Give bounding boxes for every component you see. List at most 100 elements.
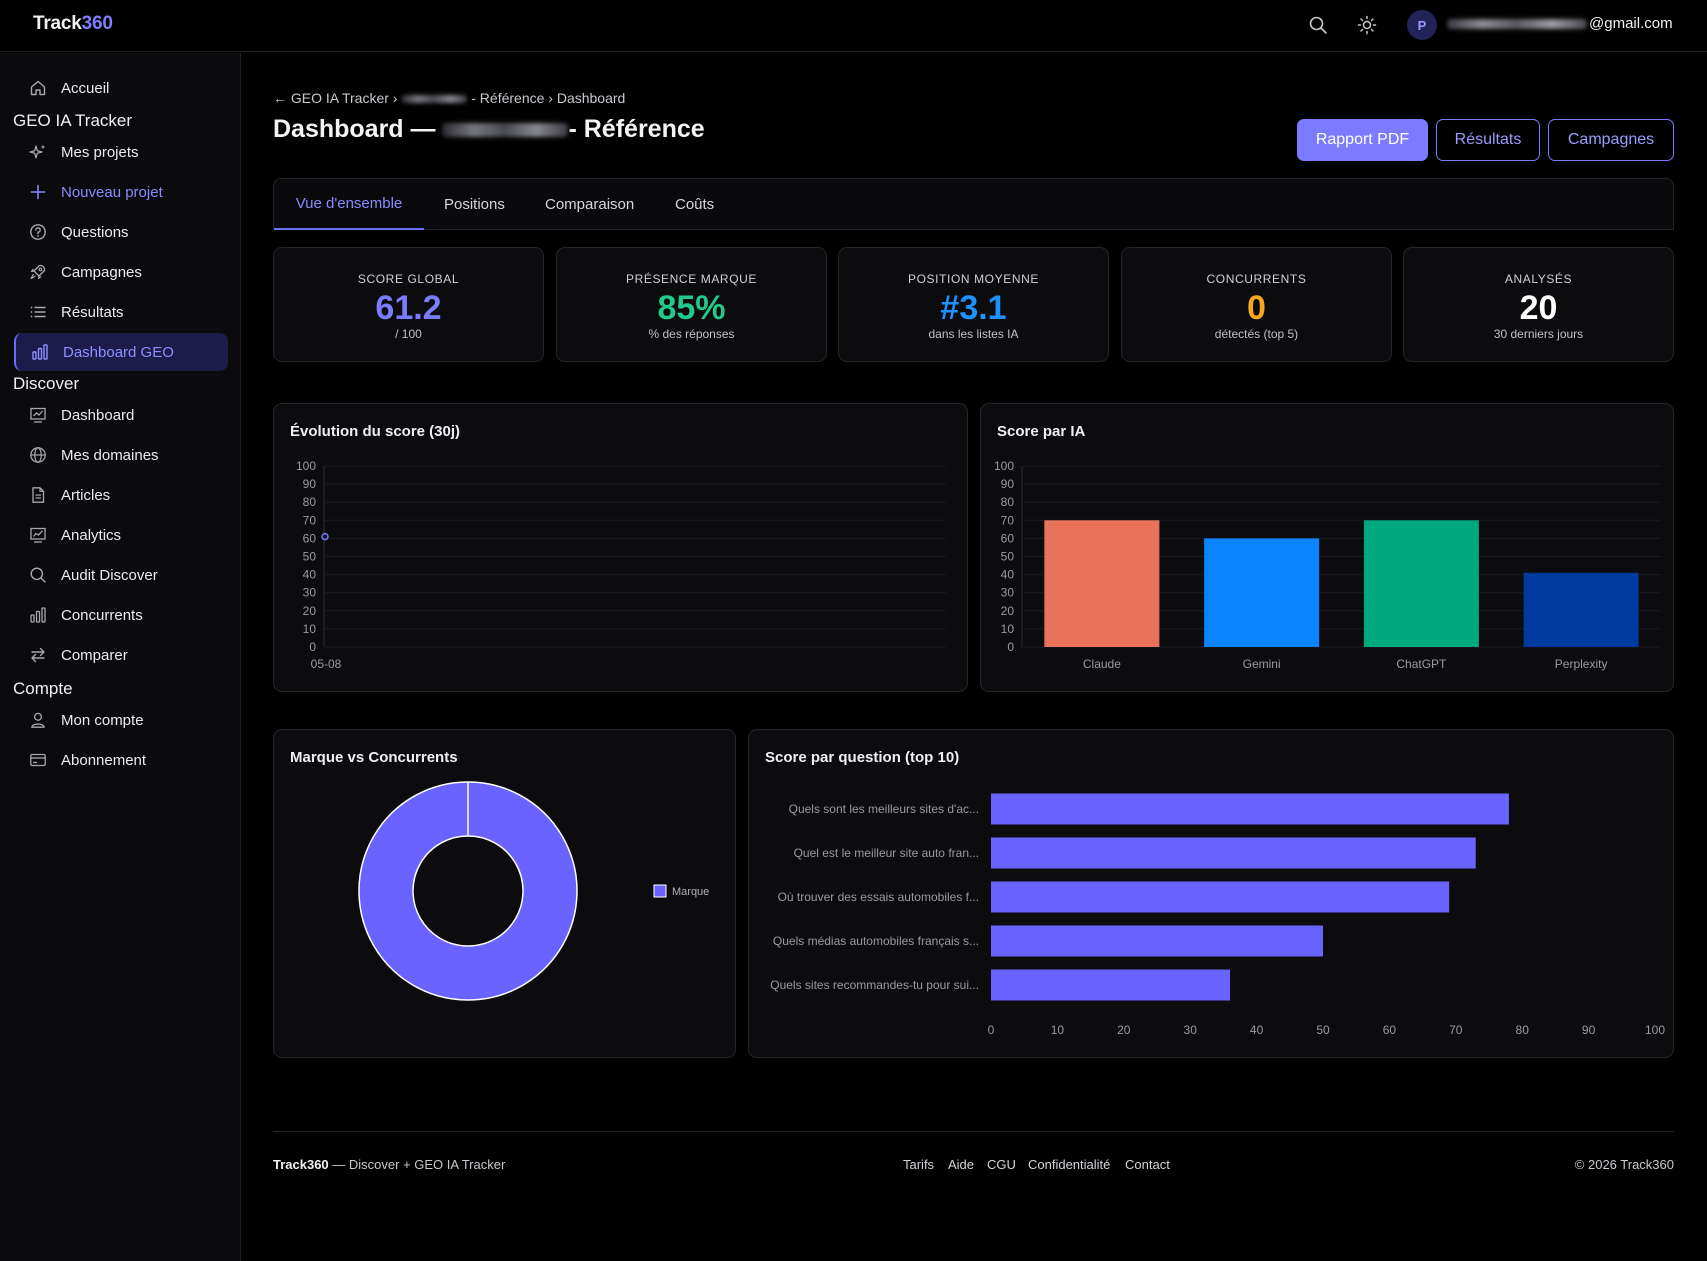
question-label: Quels sites recommandes-tu pour sui... (770, 978, 979, 992)
resultats-button[interactable]: Résultats (1436, 119, 1540, 161)
presentation-chart-icon (28, 405, 48, 425)
bar-claude (1044, 520, 1160, 647)
slice-marque (358, 781, 578, 1001)
sidebar-item-comparer[interactable]: Comparer (14, 636, 228, 674)
y-tick-label: 100 (994, 459, 1014, 473)
sidebar-item-dashboard-geo[interactable]: Dashboard GEO (14, 333, 228, 371)
sidebar-item-audit-discover[interactable]: Audit Discover (14, 556, 228, 594)
breadcrumb[interactable]: ← GEO IA Tracker › - Référence › Dashboa… (273, 90, 626, 106)
bar-gemini (1204, 538, 1320, 647)
search-icon[interactable] (1307, 14, 1329, 36)
question-bar (991, 837, 1476, 869)
x-tick-label: Perplexity (1555, 657, 1608, 671)
sidebar-item-analytics[interactable]: Analytics (14, 516, 228, 554)
y-tick-label: 30 (1001, 586, 1015, 600)
chart-title: Score par question (top 10) (765, 749, 960, 766)
sparkles-icon (28, 142, 48, 162)
question-bar (991, 969, 1231, 1001)
x-tick-label: Gemini (1243, 657, 1281, 671)
bar-chart: 0 10 20 30 40 50 60 70 80 90 100 Claude Gemini ChatGP… (994, 459, 1661, 671)
footer-link-confidentialite[interactable]: Confidentialité (1028, 1157, 1111, 1172)
y-tick-label: 30 (303, 586, 317, 600)
footer-link-tarifs[interactable]: Tarifs (903, 1157, 935, 1172)
y-tick-label: 90 (303, 477, 317, 491)
kpi-position-moyenne: POSITION MOYENNE #3.1 dans les listes IA (838, 247, 1109, 362)
sidebar-item-mon-compte[interactable]: Mon compte (14, 701, 228, 739)
chart-title: Score par IA (997, 423, 1086, 440)
x-tick-label: 0 (988, 1023, 995, 1037)
x-tick-label: 90 (1582, 1023, 1596, 1037)
footer-brand: Track360 — Discover + GEO IA Tracker (273, 1157, 506, 1172)
sidebar-item-articles[interactable]: Articles (14, 476, 228, 514)
question-bar (991, 925, 1323, 957)
document-icon (28, 485, 48, 505)
question-label: Quel est le meilleur site auto fran... (794, 846, 979, 860)
sidebar-item-resultats[interactable]: Résultats (14, 293, 228, 331)
sidebar-item-questions[interactable]: Questions (14, 213, 228, 251)
sidebar-item-mes-projets[interactable]: Mes projets (14, 133, 228, 171)
bar-chatgpt (1363, 520, 1479, 647)
tab-couts[interactable]: Coûts (675, 196, 715, 213)
plus-icon (28, 182, 48, 202)
y-tick-label: 20 (1001, 604, 1015, 618)
footer-link-cgu[interactable]: CGU (987, 1157, 1016, 1172)
tab-positions[interactable]: Positions (444, 196, 505, 213)
user-icon (28, 710, 48, 730)
help-circle-icon (28, 222, 48, 242)
x-tick-label: 30 (1184, 1023, 1198, 1037)
sidebar-item-campagnes[interactable]: Campagnes (14, 253, 228, 291)
line-chart: 0 10 20 30 40 50 60 70 80 90 100 05-08 (296, 459, 946, 671)
sidebar-item-accueil[interactable]: Accueil (14, 69, 228, 107)
x-tick-label: Claude (1083, 657, 1121, 671)
x-tick-label: 20 (1117, 1023, 1131, 1037)
x-tick-label: 60 (1383, 1023, 1397, 1037)
question-label: Quels médias automobiles français s... (773, 934, 979, 948)
donut-chart: Marque (358, 781, 709, 1001)
x-tick-label: 70 (1449, 1023, 1463, 1037)
chart-title: Marque vs Concurrents (290, 749, 458, 766)
sidebar-item-nouveau-projet[interactable]: Nouveau projet (14, 173, 228, 211)
campagnes-button[interactable]: Campagnes (1548, 119, 1674, 161)
rapport-pdf-button[interactable]: Rapport PDF (1297, 119, 1428, 161)
y-tick-label: 0 (309, 640, 316, 654)
app-logo[interactable]: Track360 (33, 13, 113, 34)
footer-link-aide[interactable]: Aide (948, 1157, 975, 1172)
avatar[interactable]: P (1407, 10, 1437, 40)
kpi-presence-marque: PRÉSENCE MARQUE 85% % des réponses (556, 247, 827, 362)
y-tick-label: 60 (1001, 531, 1015, 545)
arrows-exchange-icon (28, 645, 48, 665)
x-tick-label: 80 (1516, 1023, 1530, 1037)
sidebar-item-dashboard[interactable]: Dashboard (14, 396, 228, 434)
legend-swatch (653, 884, 667, 898)
bar-perplexity (1523, 572, 1639, 647)
tab-vue-ensemble[interactable]: Vue d'ensemble (274, 179, 424, 230)
question-label: Quels sont les meilleurs sites d'ac... (789, 802, 979, 816)
sidebar: Accueil GEO IA Tracker Mes projets Nouve… (0, 53, 241, 1261)
question-bar (991, 793, 1509, 825)
theme-toggle-sun-icon[interactable] (1356, 14, 1378, 36)
x-tick-label: 50 (1316, 1023, 1330, 1037)
y-tick-label: 50 (303, 550, 317, 564)
x-tick-label: 40 (1250, 1023, 1264, 1037)
redacted-project-name (442, 123, 569, 138)
sidebar-item-mes-domaines[interactable]: Mes domaines (14, 436, 228, 474)
y-tick-label: 50 (1001, 550, 1015, 564)
redacted-project-name (401, 95, 468, 104)
sidebar-item-abonnement[interactable]: Abonnement (14, 741, 228, 779)
y-tick-label: 60 (303, 531, 317, 545)
legend-label: Marque (672, 886, 709, 898)
kpi-analyses: ANALYSÉS 20 30 derniers jours (1403, 247, 1674, 362)
tab-comparaison[interactable]: Comparaison (545, 196, 635, 213)
y-tick-label: 70 (1001, 513, 1015, 527)
user-email[interactable]: @gmail.com (1447, 15, 1673, 32)
page-title: Dashboard — - Référence (273, 115, 705, 143)
y-tick-label: 90 (1001, 477, 1015, 491)
y-tick-label: 80 (303, 495, 317, 509)
chart-card-marque-vs-concurrents: Marque vs Concurrents Marque (273, 729, 736, 1058)
footer-link-contact[interactable]: Contact (1125, 1157, 1170, 1172)
tab-bar: Vue d'ensemble Positions Comparaison Coû… (273, 178, 1674, 230)
kpi-score-global: SCORE GLOBAL 61.2 / 100 (273, 247, 544, 362)
list-icon (28, 302, 48, 322)
sidebar-item-concurrents[interactable]: Concurrents (14, 596, 228, 634)
chart-title: Évolution du score (30j) (290, 423, 461, 440)
